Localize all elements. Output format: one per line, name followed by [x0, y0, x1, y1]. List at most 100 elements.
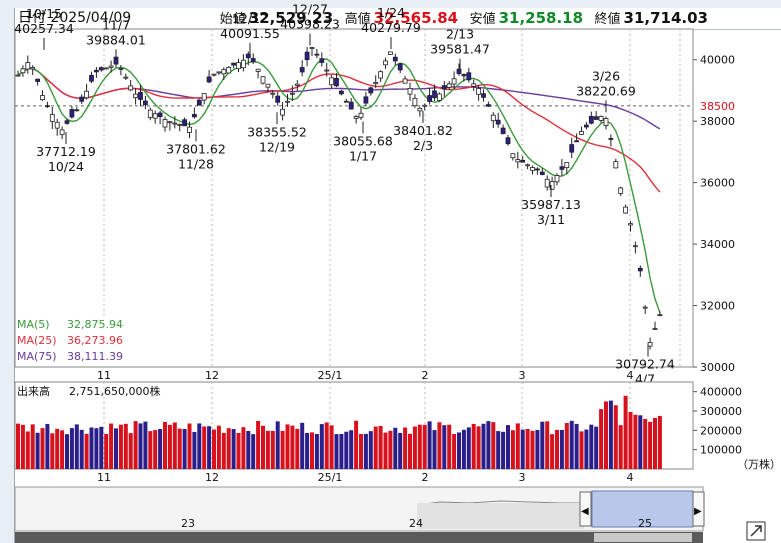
- volume-bar: [158, 428, 163, 469]
- candle-body: [162, 119, 168, 128]
- candle-body: [245, 53, 251, 59]
- annotation-date: 1/17: [349, 148, 377, 163]
- navigator-area: [417, 503, 584, 529]
- candle-body: [231, 62, 237, 66]
- candle-body: [69, 109, 75, 118]
- navigator-year-label: 23: [181, 517, 195, 530]
- volume-bar: [363, 433, 368, 469]
- navigator-right-handle: [692, 491, 705, 527]
- x-month-label: 4: [627, 369, 634, 382]
- candle-body: [152, 113, 158, 119]
- candle-body: [79, 96, 85, 102]
- volume-bar: [648, 421, 653, 469]
- candle-body: [211, 73, 217, 76]
- candle-body: [59, 129, 65, 136]
- candle-body: [495, 119, 501, 125]
- volume-bar: [349, 430, 354, 469]
- volume-bar: [94, 428, 99, 469]
- volume-bar: [555, 429, 559, 469]
- ma-legend-value: 38,111.39: [67, 350, 123, 363]
- candle-body: [221, 69, 227, 75]
- candle-body: [108, 65, 114, 68]
- candle-body: [461, 74, 467, 77]
- volume-bar: [520, 429, 525, 469]
- candle-body: [603, 118, 609, 126]
- annotation-value: 38055.68: [333, 133, 393, 148]
- candle-body: [633, 245, 638, 248]
- close-label: 終値: [594, 12, 621, 27]
- candle-body: [574, 140, 579, 143]
- x-month-label: 25/1: [318, 369, 343, 382]
- x-month-label: 2: [422, 471, 429, 484]
- candle-body: [584, 124, 589, 128]
- candle-body: [285, 100, 290, 103]
- volume-bar: [447, 424, 452, 469]
- volume-bar: [545, 421, 550, 469]
- volume-bar: [60, 430, 65, 469]
- y-tick-label: 34000: [700, 238, 735, 251]
- x-month-label: 3: [519, 471, 526, 484]
- y-tick-label: 32000: [700, 300, 735, 313]
- candle-body: [216, 71, 222, 74]
- candle-body: [304, 51, 310, 61]
- candle-body: [623, 206, 628, 214]
- volume-bar: [84, 433, 89, 469]
- candle-body: [515, 159, 521, 163]
- ma-legend-name: MA(75): [17, 350, 57, 363]
- x-month-label: 4: [627, 471, 634, 484]
- volume-bar: [643, 418, 648, 469]
- navigator-window: [591, 490, 694, 528]
- volume-bar: [633, 414, 638, 469]
- volume-bar: [314, 434, 319, 469]
- annotation-date: 2/13: [446, 27, 474, 42]
- volume-bar: [30, 424, 35, 469]
- candle-body: [392, 56, 398, 62]
- candle-body: [201, 93, 207, 101]
- volume-bar: [653, 417, 657, 469]
- volume-bar: [515, 423, 520, 469]
- volume-bar: [319, 424, 324, 469]
- low-value: 31,258.18: [498, 9, 584, 27]
- volume-bar: [192, 431, 197, 469]
- annotation-date: 10/15: [26, 6, 62, 21]
- candle-body: [652, 328, 658, 330]
- candle-body: [456, 68, 462, 75]
- ma-legend-box: [16, 316, 126, 366]
- volume-bar: [564, 422, 569, 469]
- annotation-value: 38355.52: [247, 124, 307, 139]
- volume-bar: [40, 428, 45, 469]
- candle-body: [84, 90, 89, 99]
- volume-bar: [275, 421, 280, 469]
- volume-bar: [525, 428, 530, 469]
- volume-bar: [393, 427, 398, 469]
- candle-body: [289, 92, 295, 95]
- candle-body: [123, 76, 129, 79]
- high-value: 32,565.84: [373, 9, 459, 27]
- annotation-value: 37712.19: [36, 144, 96, 159]
- candle-body: [637, 267, 643, 272]
- annotation-value: 37801.62: [166, 141, 226, 156]
- volume-total: 2,751,650,000株: [69, 384, 160, 398]
- volume-bar: [466, 427, 471, 469]
- annotation-value: 40091.55: [220, 26, 280, 41]
- volume-bar: [261, 425, 265, 469]
- candle-body: [25, 62, 31, 70]
- high-label: 高値: [344, 12, 371, 27]
- volume-bar: [177, 428, 182, 469]
- volume-bar: [442, 425, 447, 469]
- volume-bar: [50, 433, 55, 469]
- volume-bar: [408, 433, 412, 469]
- candle-body: [142, 100, 148, 106]
- candle-body: [363, 96, 369, 104]
- candle-body: [270, 92, 276, 95]
- candle-body: [147, 109, 153, 118]
- candle-body: [260, 76, 266, 84]
- volume-bar: [251, 434, 256, 469]
- candle-body: [422, 104, 428, 107]
- volume-bar: [491, 422, 496, 469]
- volume-bar: [163, 421, 167, 469]
- annotation-date: 12/27: [292, 1, 328, 16]
- volume-bar: [388, 430, 393, 469]
- annotation-value: 38220.69: [576, 83, 636, 98]
